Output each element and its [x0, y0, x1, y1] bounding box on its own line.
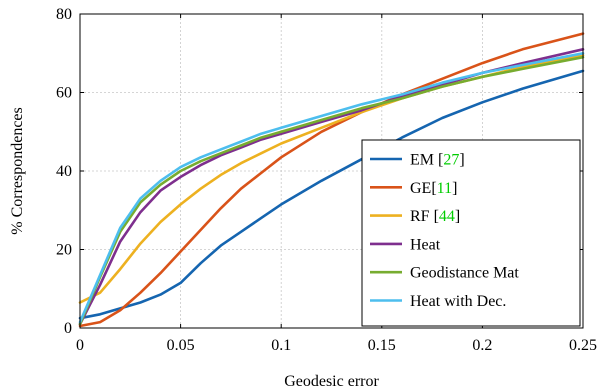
legend: EM [27] GE[11] RF [44] Heat Geodistance Mat H…: [361, 139, 581, 327]
x-tick-label: 0.05: [167, 337, 195, 354]
series-line: [78, 51, 585, 324]
series-line: [78, 55, 585, 326]
y-tick-label: 20: [56, 242, 72, 259]
x-tick-label: 0.25: [569, 337, 597, 354]
legend-label: EM [27]: [410, 152, 465, 169]
legend-label: GE[11]: [410, 180, 457, 197]
y-tick-label: 80: [56, 6, 72, 23]
axis-ticks: 0 0.05 0.1 0.15 0.2 0.25 0 20 40 60 80: [56, 6, 597, 354]
series-layer: [78, 32, 585, 328]
series-line: [78, 69, 585, 320]
legend-label: Heat: [410, 236, 441, 253]
legend-label: Geodistance Mat: [410, 265, 519, 282]
y-axis-title: % Correspondences: [9, 107, 26, 235]
x-axis-title: Geodesic error: [284, 373, 379, 390]
legend-label: RF [44]: [410, 208, 460, 225]
legend-label: Heat with Dec.: [410, 293, 506, 310]
legend-box: [361, 139, 581, 327]
x-tick-label: 0: [76, 337, 84, 354]
series-line: [78, 47, 585, 326]
y-tick-label: 0: [64, 320, 72, 337]
x-tick-label: 0.15: [368, 337, 396, 354]
y-tick-label: 40: [56, 163, 72, 180]
y-tick-label: 60: [56, 85, 72, 102]
x-tick-label: 0.2: [472, 337, 492, 354]
x-tick-label: 0.1: [271, 337, 291, 354]
series-line: [78, 32, 585, 328]
